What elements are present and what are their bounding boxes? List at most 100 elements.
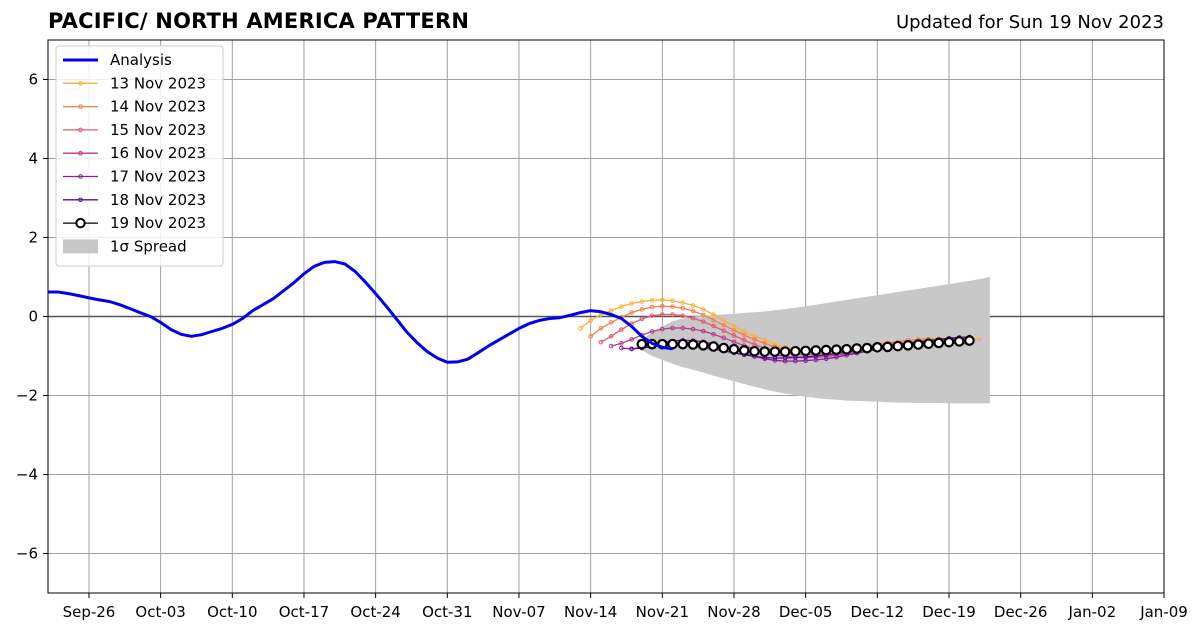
legend-label: 17 Nov 2023 bbox=[110, 168, 206, 186]
forecast-point bbox=[977, 337, 983, 342]
forecast-point bbox=[749, 345, 760, 357]
forecast-point bbox=[598, 339, 604, 345]
legend-label: 18 Nov 2023 bbox=[110, 191, 206, 209]
legend-label: 16 Nov 2023 bbox=[110, 144, 206, 162]
forecast-point bbox=[588, 318, 593, 323]
forecast-point bbox=[923, 338, 934, 350]
forecast-point bbox=[639, 307, 645, 312]
forecast-point bbox=[670, 298, 675, 304]
forecast-point bbox=[578, 326, 583, 331]
x-tick-label: Dec-12 bbox=[851, 603, 905, 621]
forecast-point bbox=[882, 341, 893, 353]
series-layer bbox=[48, 260, 983, 364]
forecast-point bbox=[752, 337, 757, 342]
forecast-point bbox=[619, 304, 624, 309]
forecast-point bbox=[912, 339, 924, 350]
forecast-point bbox=[680, 325, 686, 331]
forecast-point bbox=[649, 313, 655, 319]
x-tick-label: Oct-31 bbox=[422, 603, 472, 621]
forecast-point bbox=[790, 345, 801, 357]
x-tick-label: Oct-24 bbox=[350, 603, 400, 621]
legend-item: 1σ Spread bbox=[63, 237, 187, 255]
y-tick-label: −6 bbox=[16, 545, 38, 563]
forecast-point bbox=[820, 344, 832, 356]
forecast-point bbox=[741, 337, 747, 343]
legend-swatch bbox=[63, 239, 98, 254]
forecast-point bbox=[670, 304, 675, 309]
forecast-point bbox=[680, 313, 686, 319]
chart-title: PACIFIC/ NORTH AMERICA PATTERN bbox=[48, 9, 470, 33]
x-tick-label: Oct-03 bbox=[135, 603, 185, 621]
legend: Analysis 13 Nov 2023 14 Nov 2023 15 Nov 202… bbox=[55, 45, 224, 267]
forecast-point bbox=[841, 343, 852, 355]
legend-marker bbox=[75, 217, 86, 229]
forecast-point bbox=[943, 336, 955, 348]
forecast-point bbox=[700, 328, 706, 334]
x-tick-label: Oct-17 bbox=[279, 603, 329, 621]
x-tick-label: Dec-05 bbox=[779, 603, 833, 621]
forecast-point bbox=[711, 323, 716, 329]
legend-marker bbox=[78, 81, 83, 86]
legend-label: 1σ Spread bbox=[110, 237, 187, 255]
forecast-point bbox=[731, 328, 737, 333]
forecast-point bbox=[649, 329, 655, 334]
forecast-point bbox=[741, 332, 747, 338]
forecast-point bbox=[700, 312, 706, 318]
y-tick-label: 2 bbox=[28, 229, 38, 247]
forecast-point bbox=[619, 345, 624, 351]
forecast-point bbox=[772, 341, 778, 347]
forecast-point bbox=[711, 331, 716, 337]
forecast-point bbox=[861, 342, 873, 354]
forecast-point bbox=[731, 339, 737, 345]
forecast-point bbox=[649, 304, 655, 310]
forecast-point bbox=[731, 333, 737, 338]
spread-band bbox=[641, 277, 990, 404]
legend-marker bbox=[78, 104, 83, 109]
forecast-point bbox=[721, 328, 727, 334]
legend-item: 18 Nov 2023 bbox=[63, 191, 206, 209]
legend-label: 19 Nov 2023 bbox=[110, 214, 206, 232]
x-tick-label: Jan-02 bbox=[1068, 603, 1117, 621]
forecast-point bbox=[629, 301, 634, 306]
x-tick-label: Jan-09 bbox=[1139, 603, 1188, 621]
forecast-point bbox=[649, 298, 655, 303]
forecast-point bbox=[721, 335, 727, 341]
updated-date: Updated for Sun 19 Nov 2023 bbox=[895, 12, 1164, 33]
x-tick-label: Nov-21 bbox=[636, 603, 689, 621]
forecast-point bbox=[690, 308, 696, 314]
forecast-point bbox=[933, 337, 945, 349]
forecast-point bbox=[680, 305, 686, 311]
forecast-point bbox=[629, 346, 634, 352]
legend-item: 19 Nov 2023 bbox=[63, 214, 206, 232]
forecast-point bbox=[660, 303, 665, 309]
y-tick-label: 6 bbox=[28, 71, 38, 89]
forecast-point bbox=[690, 303, 696, 308]
ticks: Sep-26 Oct-03 Oct-10 Oct-17 Oct-24 Oct-31 Nov-… bbox=[16, 71, 1188, 622]
forecast-point bbox=[800, 345, 811, 357]
x-tick-label: Dec-19 bbox=[922, 603, 976, 621]
forecast-point bbox=[588, 333, 593, 339]
legend-item: 14 Nov 2023 bbox=[63, 98, 206, 116]
forecast-point bbox=[762, 341, 767, 346]
forecast-point bbox=[670, 312, 675, 317]
forecast-point bbox=[810, 345, 822, 356]
forecast-point bbox=[639, 316, 645, 322]
forecast-point bbox=[738, 345, 750, 356]
legend-marker bbox=[78, 174, 83, 179]
forecast-point bbox=[831, 344, 842, 355]
legend-item: 15 Nov 2023 bbox=[63, 121, 206, 139]
forecast-point bbox=[851, 343, 863, 354]
legend-marker bbox=[78, 150, 83, 156]
legend-box bbox=[55, 45, 224, 267]
legend-item: Analysis bbox=[63, 51, 172, 69]
forecast-point bbox=[708, 341, 719, 352]
legend-item: 13 Nov 2023 bbox=[63, 74, 206, 92]
forecast-point bbox=[670, 325, 675, 331]
legend-label: 13 Nov 2023 bbox=[110, 74, 206, 92]
legend-label: Analysis bbox=[110, 51, 172, 69]
forecast-point bbox=[690, 315, 696, 321]
forecast-point bbox=[902, 340, 914, 351]
forecast-point bbox=[608, 343, 614, 349]
forecast-point bbox=[629, 337, 634, 342]
